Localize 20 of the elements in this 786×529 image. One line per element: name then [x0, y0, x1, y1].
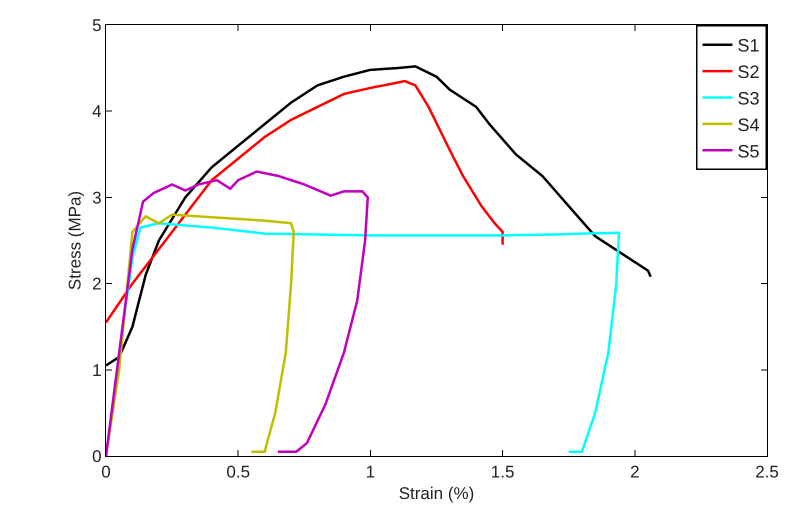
y-axis-title: Stress (MPa) [66, 190, 85, 290]
y-tick-label: 4 [92, 102, 102, 122]
x-tick-label: 2 [630, 462, 640, 482]
legend-label: S4 [738, 114, 760, 135]
line-series [106, 80, 504, 324]
legend-label: S3 [738, 88, 760, 109]
legend-label: S2 [738, 62, 760, 82]
x-tick-label: 2.5 [755, 462, 779, 482]
x-axis-title: Strain (%) [398, 484, 474, 503]
y-tick-label: 0 [92, 446, 102, 466]
y-tick-label: 5 [92, 16, 102, 35]
y-tick-label: 2 [92, 274, 102, 294]
x-tick-label: 1 [366, 462, 376, 482]
x-tick-label: 0.5 [226, 462, 250, 482]
y-tick-label: 3 [92, 188, 102, 208]
y-tick-label: 1 [92, 360, 102, 380]
legend-label: S1 [738, 36, 760, 56]
legend-label: S5 [738, 141, 760, 162]
x-tick-label: 1.5 [490, 462, 514, 482]
line-series [106, 170, 370, 456]
